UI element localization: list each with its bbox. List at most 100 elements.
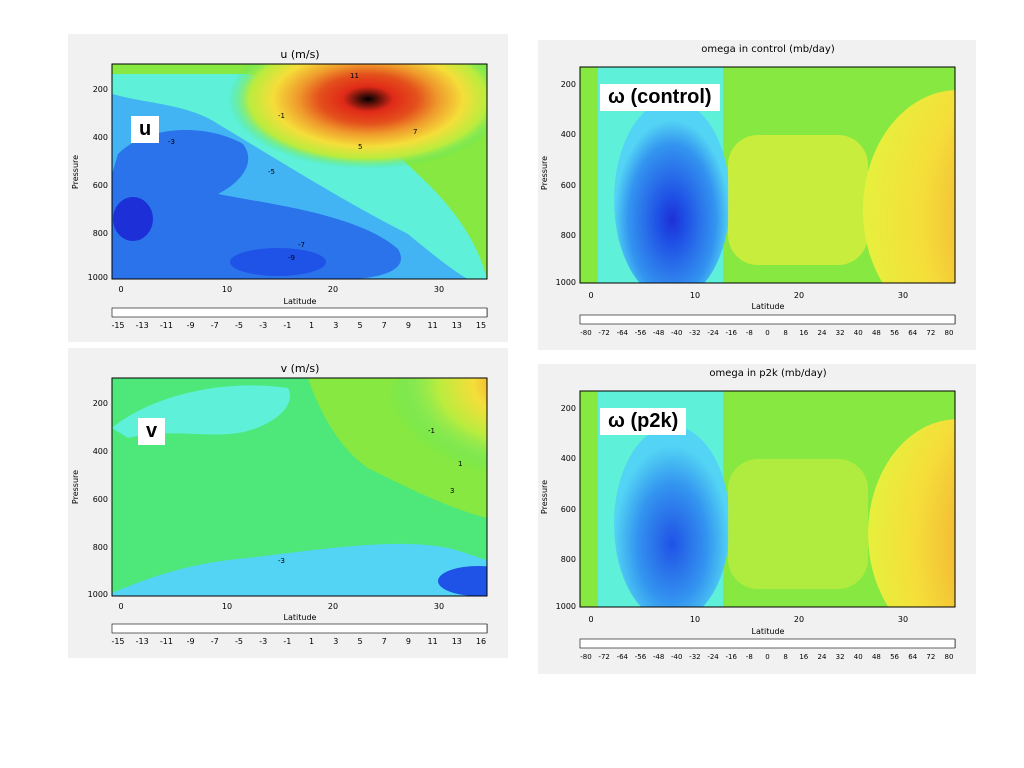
omega-control-xlabel: Latitude [752, 302, 785, 311]
v-colorbar-tick-label: 1 [309, 637, 314, 646]
omega-p2k-colorbar-tick-label: -40 [671, 653, 682, 661]
u-min-left [113, 197, 153, 241]
u-ytick-400: 400 [93, 133, 108, 142]
v-title: v (m/s) [281, 362, 320, 375]
v-colorbar [111, 623, 488, 634]
u-ytick-800: 800 [93, 229, 108, 238]
u-xtick-30: 30 [434, 285, 444, 294]
v-colorbar-ticks: -15 -13 -11 -9 -7 -5 -3 -1 1 3 5 7 9 11 13 16 [111, 637, 486, 646]
v-colorbar-tick-label: -1 [283, 637, 291, 646]
u-panel-tag: u [131, 116, 160, 143]
omega-p2k-xtick-0: 0 [588, 615, 593, 624]
v-colorbar-tick-label: 13 [452, 637, 462, 646]
u-colorbar-tick-label: -1 [283, 321, 291, 330]
u-colorbar [111, 307, 488, 318]
omega-p2k-descent [868, 419, 955, 607]
omega-control-colorbar-tick-label: 56 [890, 329, 899, 337]
omega-control-xtick-0: 0 [588, 291, 593, 300]
omega-control-colorbar-tick-label: 80 [945, 329, 954, 337]
omega-p2k-descent-mid [728, 459, 868, 589]
u-colorbar-tick-label: 1 [309, 321, 314, 330]
v-contour-label-1: -1 [428, 427, 435, 435]
u-colorbar-tick-label: -9 [187, 321, 195, 330]
panel-v: v (m/s) -1 1 3 -3 200 400 600 800 1000 P… [68, 348, 508, 658]
v-contour-label-4: -3 [278, 557, 285, 565]
v-min [438, 566, 487, 596]
omega-control-colorbar-tick-label: 16 [799, 329, 808, 337]
omega-p2k-panel-tag: ω (p2k) [600, 408, 687, 435]
v-contour-label-2: 1 [458, 460, 462, 468]
omega-p2k-colorbar-tick-label: 32 [836, 653, 845, 661]
omega-control-frame [579, 66, 956, 284]
omega-control-xtick-30: 30 [898, 291, 908, 300]
omega-p2k-colorbar-tick-label: 40 [854, 653, 863, 661]
u-contour-label-5: -9 [288, 254, 295, 262]
u-field [112, 64, 487, 279]
omega-control-colorbar-tick-label: 48 [872, 329, 881, 337]
v-colorbar-tick-label: -3 [259, 637, 267, 646]
omega-control-colorbar-tick-label: -80 [580, 329, 591, 337]
v-xtick-30: 30 [434, 602, 444, 611]
omega-control-ytick-200: 200 [561, 80, 576, 89]
u-colorbar-tick-label: -15 [111, 321, 124, 330]
v-negative-band [112, 543, 487, 596]
v-xtick-10: 10 [222, 602, 232, 611]
u-contour-label-7: 7 [413, 128, 417, 136]
omega-p2k-colorbar-tick-label: 8 [783, 653, 787, 661]
omega-control-colorbar [579, 314, 956, 325]
v-xtick-0: 0 [118, 602, 123, 611]
u-colorbar-tick-label: 9 [406, 321, 411, 330]
v-colorbar-tick-label: -11 [160, 637, 173, 646]
omega-p2k-colorbar-frame [579, 638, 956, 649]
v-colorbar-tick-label: -7 [211, 637, 219, 646]
u-xlabel: Latitude [284, 297, 317, 306]
u-title: u (m/s) [280, 48, 319, 61]
omega-p2k-frame [579, 390, 956, 608]
u-xtick-0: 0 [118, 285, 123, 294]
u-colorbar-tick-label: 7 [382, 321, 387, 330]
u-ylabel: Pressure [71, 155, 80, 189]
omega-p2k-colorbar-tick-label: 56 [890, 653, 899, 661]
v-plot-svg: v (m/s) -1 1 3 -3 200 400 600 800 1000 P… [71, 362, 488, 646]
omega-p2k-colorbar-tick-label: -72 [598, 653, 609, 661]
u-ytick-600: 600 [93, 181, 108, 190]
v-xtick-20: 20 [328, 602, 338, 611]
omega-p2k-colorbar [579, 638, 956, 649]
u-xtick-20: 20 [328, 285, 338, 294]
omega-control-colorbar-tick-label: 40 [854, 329, 863, 337]
omega-control-colorbar-tick-label: 72 [926, 329, 935, 337]
omega-control-xtick-20: 20 [794, 291, 804, 300]
omega-control-colorbar-tick-label: -16 [725, 329, 737, 337]
v-ytick-600: 600 [93, 495, 108, 504]
omega-control-descent-mid [728, 135, 868, 265]
omega-p2k-colorbar-tick-label: 80 [945, 653, 954, 661]
omega-control-colorbar-tick-label: 8 [783, 329, 787, 337]
v-frame [111, 377, 488, 597]
u-contour-label-8: 11 [350, 72, 359, 80]
u-jet-max [228, 64, 487, 169]
v-colorbar-tick-label: -15 [111, 637, 124, 646]
omega-p2k-colorbar-tick-label: -56 [635, 653, 647, 661]
omega-p2k-colorbar-tick-label: -80 [580, 653, 591, 661]
omega-control-colorbar-tick-label: -48 [653, 329, 664, 337]
omega-p2k-colorbar-tick-label: -24 [707, 653, 719, 661]
omega-control-ytick-600: 600 [561, 181, 576, 190]
v-colorbar-tick-label: -13 [136, 637, 149, 646]
omega-control-ytick-400: 400 [561, 130, 576, 139]
v-ylabel: Pressure [71, 470, 80, 504]
omega-p2k-colorbar-tick-label: 48 [872, 653, 881, 661]
u-colorbar-tick-label: -13 [136, 321, 149, 330]
omega-control-ylabel: Pressure [540, 156, 549, 190]
omega-p2k-colorbar-tick-label: 24 [817, 653, 826, 661]
v-colorbar-tick-label: 5 [357, 637, 362, 646]
omega-p2k-colorbar-tick-label: -48 [653, 653, 664, 661]
u-colorbar-ticks: -15 -13 -11 -9 -7 -5 -3 -1 1 3 5 7 9 11 13 15 [111, 321, 486, 330]
u-negative-core [112, 130, 402, 279]
v-colorbar-tick-label: 11 [428, 637, 438, 646]
v-xlabel: Latitude [284, 613, 317, 622]
omega-control-colorbar-tick-label: 0 [765, 329, 769, 337]
v-ytick-1000: 1000 [88, 590, 108, 599]
omega-control-ytick-1000: 1000 [556, 278, 576, 287]
omega-p2k-colorbar-ticks: -80 -72 -64 -56 -48 -40 -32 -24 -16 -8 0 8 16 24 32 40 4… [580, 653, 953, 661]
v-max [378, 378, 487, 478]
